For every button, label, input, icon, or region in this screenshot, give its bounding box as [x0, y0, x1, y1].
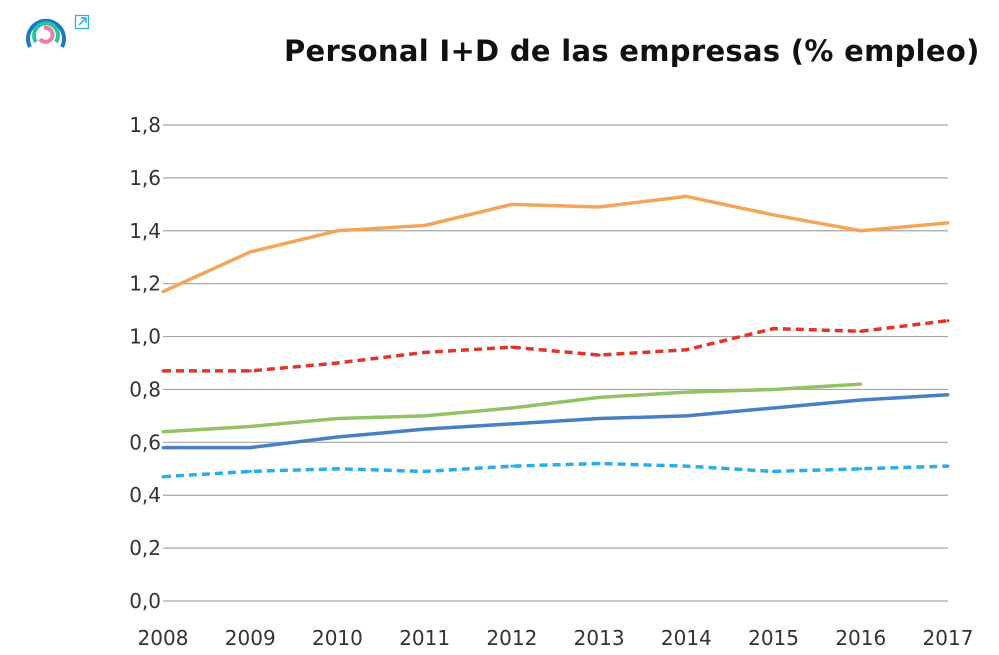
data-point — [248, 469, 252, 473]
data-point — [248, 369, 252, 373]
data-point — [946, 464, 950, 468]
y-tick-label: 1,8 — [129, 113, 161, 137]
data-point — [510, 464, 514, 468]
series-line-1 — [163, 318, 949, 373]
data-point — [859, 467, 863, 471]
chart-title: Personal I+D de las empresas (% empleo) — [284, 34, 980, 68]
data-point — [946, 393, 950, 397]
data-point — [335, 361, 339, 365]
data-point — [161, 430, 165, 434]
data-point — [597, 353, 601, 357]
y-tick-label: 0,8 — [129, 377, 161, 401]
data-point — [423, 414, 427, 418]
data-point — [772, 327, 776, 331]
y-tick-label: 0,0 — [129, 589, 161, 613]
x-tick-label: 2011 — [399, 626, 450, 650]
y-tick-label: 1,2 — [129, 272, 161, 296]
data-point — [684, 194, 688, 198]
y-tick-label: 0,6 — [129, 430, 161, 454]
series-line-0 — [162, 194, 949, 294]
data-point — [161, 290, 165, 294]
data-point — [946, 221, 950, 225]
x-tick-label: 2016 — [835, 626, 886, 650]
data-point — [335, 435, 339, 439]
data-point — [859, 398, 863, 402]
data-point — [772, 406, 776, 410]
data-point — [859, 329, 863, 333]
data-point — [859, 382, 863, 386]
arrow-up-right-icon[interactable] — [74, 14, 90, 30]
data-point — [510, 345, 514, 349]
data-point — [684, 390, 688, 394]
x-tick-label: 2010 — [312, 626, 363, 650]
y-tick-label: 1,0 — [129, 325, 161, 349]
data-point — [423, 427, 427, 431]
y-tick-label: 0,4 — [129, 483, 161, 507]
x-tick-label: 2013 — [574, 626, 625, 650]
data-point — [161, 446, 165, 450]
data-point — [684, 348, 688, 352]
data-point — [684, 414, 688, 418]
data-point — [772, 387, 776, 391]
data-point — [772, 213, 776, 217]
data-point — [510, 202, 514, 206]
x-tick-label: 2012 — [486, 626, 537, 650]
data-point — [423, 350, 427, 354]
data-point — [248, 446, 252, 450]
data-point — [510, 422, 514, 426]
data-point — [684, 464, 688, 468]
data-point — [423, 223, 427, 227]
data-point — [161, 475, 165, 479]
x-tick-label: 2014 — [661, 626, 712, 650]
data-point — [335, 467, 339, 471]
data-point — [510, 406, 514, 410]
x-tick-label: 2015 — [748, 626, 799, 650]
data-point — [248, 424, 252, 428]
data-point — [335, 229, 339, 233]
data-point — [597, 417, 601, 421]
series-line-3 — [163, 392, 949, 450]
data-point — [597, 461, 601, 465]
data-point — [772, 469, 776, 473]
x-tick-label: 2009 — [225, 626, 276, 650]
data-point — [597, 395, 601, 399]
data-point — [161, 369, 165, 373]
data-point — [597, 205, 601, 209]
data-point — [859, 229, 863, 233]
data-point — [423, 469, 427, 473]
series-line-4 — [162, 461, 949, 479]
y-tick-label: 0,2 — [129, 536, 161, 560]
data-point — [335, 417, 339, 421]
data-point — [946, 319, 950, 323]
x-tick-label: 2017 — [923, 626, 974, 650]
y-tick-label: 1,4 — [129, 219, 161, 243]
data-point — [248, 250, 252, 254]
x-tick-label: 2008 — [138, 626, 189, 650]
logo — [26, 18, 66, 48]
y-tick-label: 1,6 — [129, 166, 161, 190]
